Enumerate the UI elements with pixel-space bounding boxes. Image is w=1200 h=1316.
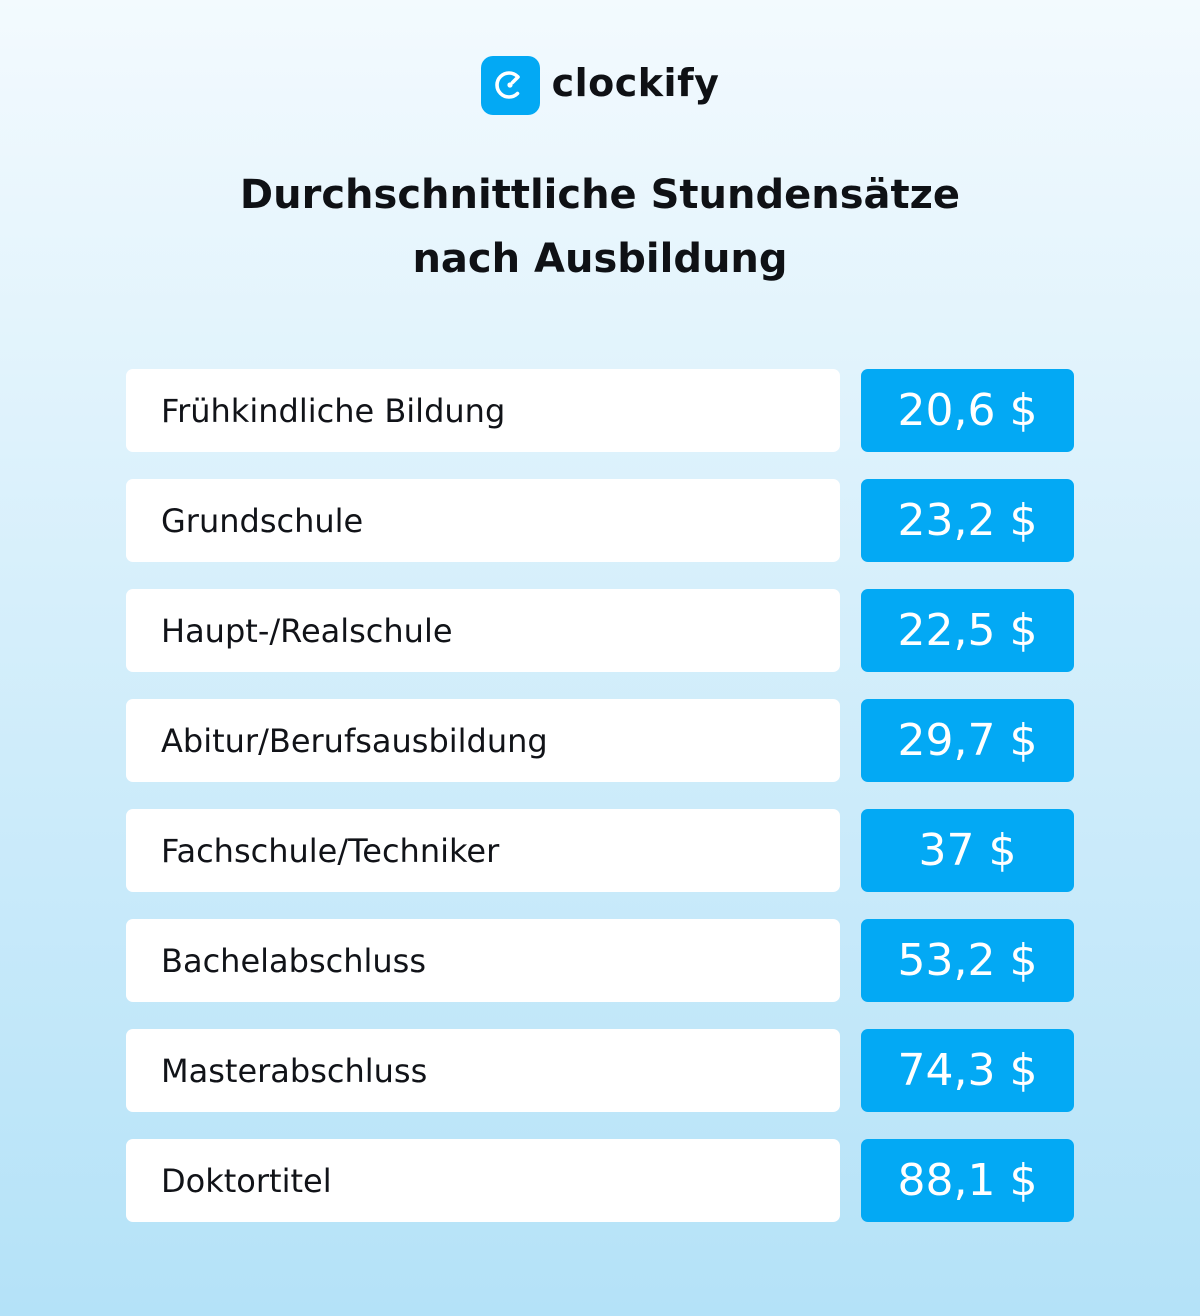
clock-c-icon bbox=[495, 71, 520, 99]
table-row: Grundschule 23,2 $ bbox=[126, 479, 1074, 562]
clockify-logo-icon bbox=[480, 55, 540, 115]
education-label: Masterabschluss bbox=[126, 1029, 840, 1112]
table-row: Haupt-/Realschule 22,5 $ bbox=[126, 589, 1074, 672]
hourly-rate-value: 22,5 $ bbox=[861, 589, 1074, 672]
brand-logo: clockify bbox=[0, 55, 1200, 115]
hourly-rate-value: 88,1 $ bbox=[861, 1139, 1074, 1222]
hourly-rate-value: 29,7 $ bbox=[861, 699, 1074, 782]
education-label: Grundschule bbox=[126, 479, 840, 562]
title-line-2: nach Ausbildung bbox=[412, 236, 788, 282]
education-label: Frühkindliche Bildung bbox=[126, 369, 840, 452]
hourly-rate-value: 37 $ bbox=[861, 809, 1074, 892]
table-row: Bachelabschluss 53,2 $ bbox=[126, 919, 1074, 1002]
title-line-1: Durchschnittliche Stundensätze bbox=[239, 172, 961, 218]
education-label: Bachelabschluss bbox=[126, 919, 840, 1002]
hourly-rate-value: 23,2 $ bbox=[861, 479, 1074, 562]
hourly-rate-value: 53,2 $ bbox=[861, 919, 1074, 1002]
table-row: Abitur/Berufsausbildung 29,7 $ bbox=[126, 699, 1074, 782]
table-row: Fachschule/Techniker 37 $ bbox=[126, 809, 1074, 892]
table-row: Masterabschluss 74,3 $ bbox=[126, 1029, 1074, 1112]
table-row: Frühkindliche Bildung 20,6 $ bbox=[126, 369, 1074, 452]
education-label: Fachschule/Techniker bbox=[126, 809, 840, 892]
page-title: Durchschnittliche Stundensätze nach Ausb… bbox=[0, 163, 1200, 291]
education-label: Abitur/Berufsausbildung bbox=[126, 699, 840, 782]
hourly-rate-value: 74,3 $ bbox=[861, 1029, 1074, 1112]
rate-table: Frühkindliche Bildung 20,6 $ Grundschule 23… bbox=[126, 369, 1074, 1249]
hourly-rate-value: 20,6 $ bbox=[861, 369, 1074, 452]
table-row: Doktortitel 88,1 $ bbox=[126, 1139, 1074, 1222]
education-label: Haupt-/Realschule bbox=[126, 589, 840, 672]
education-label: Doktortitel bbox=[126, 1139, 840, 1222]
brand-name: clockify bbox=[551, 61, 720, 105]
